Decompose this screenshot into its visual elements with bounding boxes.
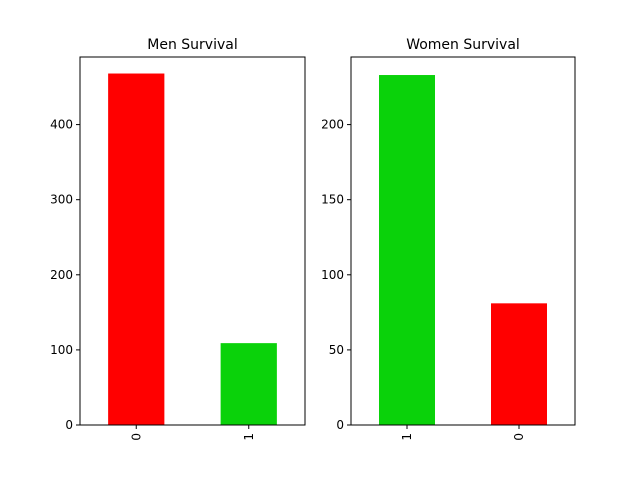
women-ytick-label: 50 bbox=[329, 343, 344, 357]
women-bar-0 bbox=[491, 303, 547, 425]
women-xtick-label: 1 bbox=[400, 433, 414, 441]
men-ytick-label: 200 bbox=[50, 268, 73, 282]
men-survival-title: Men Survival bbox=[147, 37, 237, 53]
men-ytick-label: 0 bbox=[65, 418, 73, 432]
men-bar-1 bbox=[220, 343, 277, 425]
women-ytick-label: 150 bbox=[321, 193, 344, 207]
women-xtick-label: 0 bbox=[512, 433, 526, 441]
women-ytick-label: 100 bbox=[321, 268, 344, 282]
women-axes-frame bbox=[350, 56, 576, 426]
men-xtick-label: 1 bbox=[242, 433, 256, 441]
men-xtick-label: 0 bbox=[129, 433, 143, 441]
women-survival-panel: Women Survival 0 50 100 150 200 1 0 bbox=[321, 37, 576, 441]
men-axes-frame bbox=[79, 56, 306, 426]
men-ytick-label: 300 bbox=[50, 193, 73, 207]
women-bar-1 bbox=[379, 75, 435, 426]
women-ytick-label: 200 bbox=[321, 118, 344, 132]
women-survival-title: Women Survival bbox=[406, 37, 520, 53]
men-ytick-label: 400 bbox=[50, 118, 73, 132]
women-ytick-label: 0 bbox=[336, 418, 344, 432]
men-ytick-label: 100 bbox=[50, 343, 73, 357]
men-bar-0 bbox=[108, 73, 165, 425]
men-survival-panel: Men Survival 0 100 200 300 400 0 1 bbox=[50, 37, 306, 441]
